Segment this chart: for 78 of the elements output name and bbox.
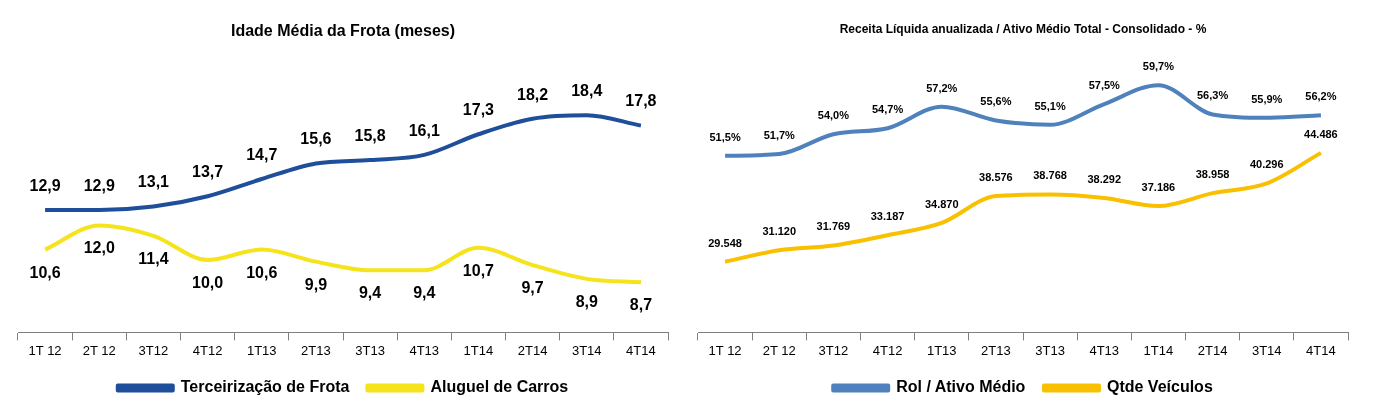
data-label: 9,4 — [413, 284, 436, 302]
data-label: 44.486 — [1304, 127, 1338, 140]
data-label: 56,3% — [1196, 89, 1229, 102]
data-label: 34.870 — [924, 197, 959, 210]
x-tick-label: 3T12 — [138, 342, 169, 358]
x-tick-label: 2T 12 — [762, 342, 796, 358]
data-label: 59,7% — [1142, 60, 1175, 73]
data-label: 37.186 — [1141, 180, 1176, 193]
data-label: 9,9 — [304, 275, 328, 293]
data-label: 51,7% — [763, 128, 796, 141]
data-label: 31.120 — [762, 225, 797, 238]
legend-label: Terceirização de Frota — [180, 378, 350, 396]
data-label: 55,9% — [1251, 92, 1283, 105]
legend-label: Rol / Ativo Médio — [896, 378, 1026, 396]
data-label: 9,7 — [521, 279, 544, 297]
x-tick-label: 4T14 — [626, 342, 656, 358]
data-label: 33.187 — [870, 210, 905, 223]
data-label: 12,9 — [83, 176, 115, 194]
data-label: 13,1 — [137, 173, 170, 191]
x-tick-label: 1T 12 — [708, 342, 742, 358]
data-label: 14,7 — [246, 145, 278, 163]
x-tick-label: 1T13 — [246, 342, 277, 358]
data-label: 57,2% — [926, 81, 958, 94]
legend-label: Qtde Veículos — [1106, 378, 1213, 396]
data-label: 17,8 — [625, 92, 657, 110]
x-tick-label: 1T14 — [463, 342, 494, 358]
data-label: 8,7 — [629, 296, 653, 314]
data-label: 9,4 — [358, 284, 382, 302]
x-tick-label: 3T13 — [1035, 342, 1065, 358]
x-tick-label: 2T13 — [301, 342, 331, 358]
data-label: 29.548 — [708, 236, 742, 249]
data-label: 12,9 — [29, 176, 61, 194]
x-tick-label: 4T13 — [409, 342, 440, 358]
data-label: 40.296 — [1249, 158, 1284, 171]
x-tick-label: 4T12 — [192, 342, 223, 358]
data-label: 57,5% — [1088, 79, 1121, 92]
data-label: 15,6 — [300, 130, 332, 148]
x-tick-label: 2T13 — [981, 342, 1011, 358]
data-label: 55,6% — [980, 95, 1012, 108]
data-label: 38.576 — [979, 170, 1013, 183]
data-label: 16,1 — [408, 121, 440, 139]
data-label: 55,1% — [1034, 99, 1066, 112]
chart-title: Receita Líquida anualizada / Ativo Médio Total - Consolidado - % — [839, 21, 1207, 36]
data-label: 54,7% — [871, 103, 904, 116]
data-label: 13,7 — [192, 163, 224, 181]
x-tick-label: 4T13 — [1089, 342, 1120, 358]
x-tick-label: 3T14 — [571, 342, 602, 358]
x-tick-label: 3T14 — [1251, 342, 1282, 358]
x-tick-label: 3T12 — [818, 342, 849, 358]
x-tick-label: 2T14 — [517, 342, 548, 358]
data-label: 17,3 — [462, 101, 495, 119]
data-label: 31.769 — [816, 220, 851, 233]
data-label: 56,2% — [1305, 90, 1337, 103]
data-label: 18,4 — [571, 82, 603, 100]
data-label: 10,6 — [246, 263, 278, 281]
data-label: 8,9 — [575, 292, 598, 310]
data-label: 10,7 — [462, 261, 495, 279]
data-label: 38.958 — [1195, 168, 1230, 181]
data-label: 12,0 — [83, 239, 115, 257]
x-tick-label: 1T14 — [1143, 342, 1174, 358]
data-label: 51,5% — [709, 130, 741, 143]
data-label: 38.292 — [1087, 172, 1122, 185]
data-label: 54,0% — [817, 109, 850, 122]
x-tick-label: 2T 12 — [82, 342, 116, 358]
x-tick-label: 3T13 — [355, 342, 385, 358]
legend-label: Aluguel de Carros — [430, 378, 569, 396]
data-label: 10,0 — [192, 273, 224, 291]
data-label: 15,8 — [354, 126, 386, 144]
x-tick-label: 1T 12 — [28, 342, 62, 358]
x-tick-label: 2T14 — [1197, 342, 1228, 358]
data-label: 38.768 — [1033, 169, 1067, 182]
x-tick-label: 1T13 — [926, 342, 957, 358]
chart-title: Idade Média da Frota (meses) — [230, 22, 456, 40]
data-label: 10,6 — [29, 263, 61, 281]
data-label: 11,4 — [138, 249, 169, 267]
x-tick-label: 4T14 — [1306, 342, 1336, 358]
data-label: 18,2 — [517, 85, 549, 103]
x-tick-label: 4T12 — [872, 342, 903, 358]
